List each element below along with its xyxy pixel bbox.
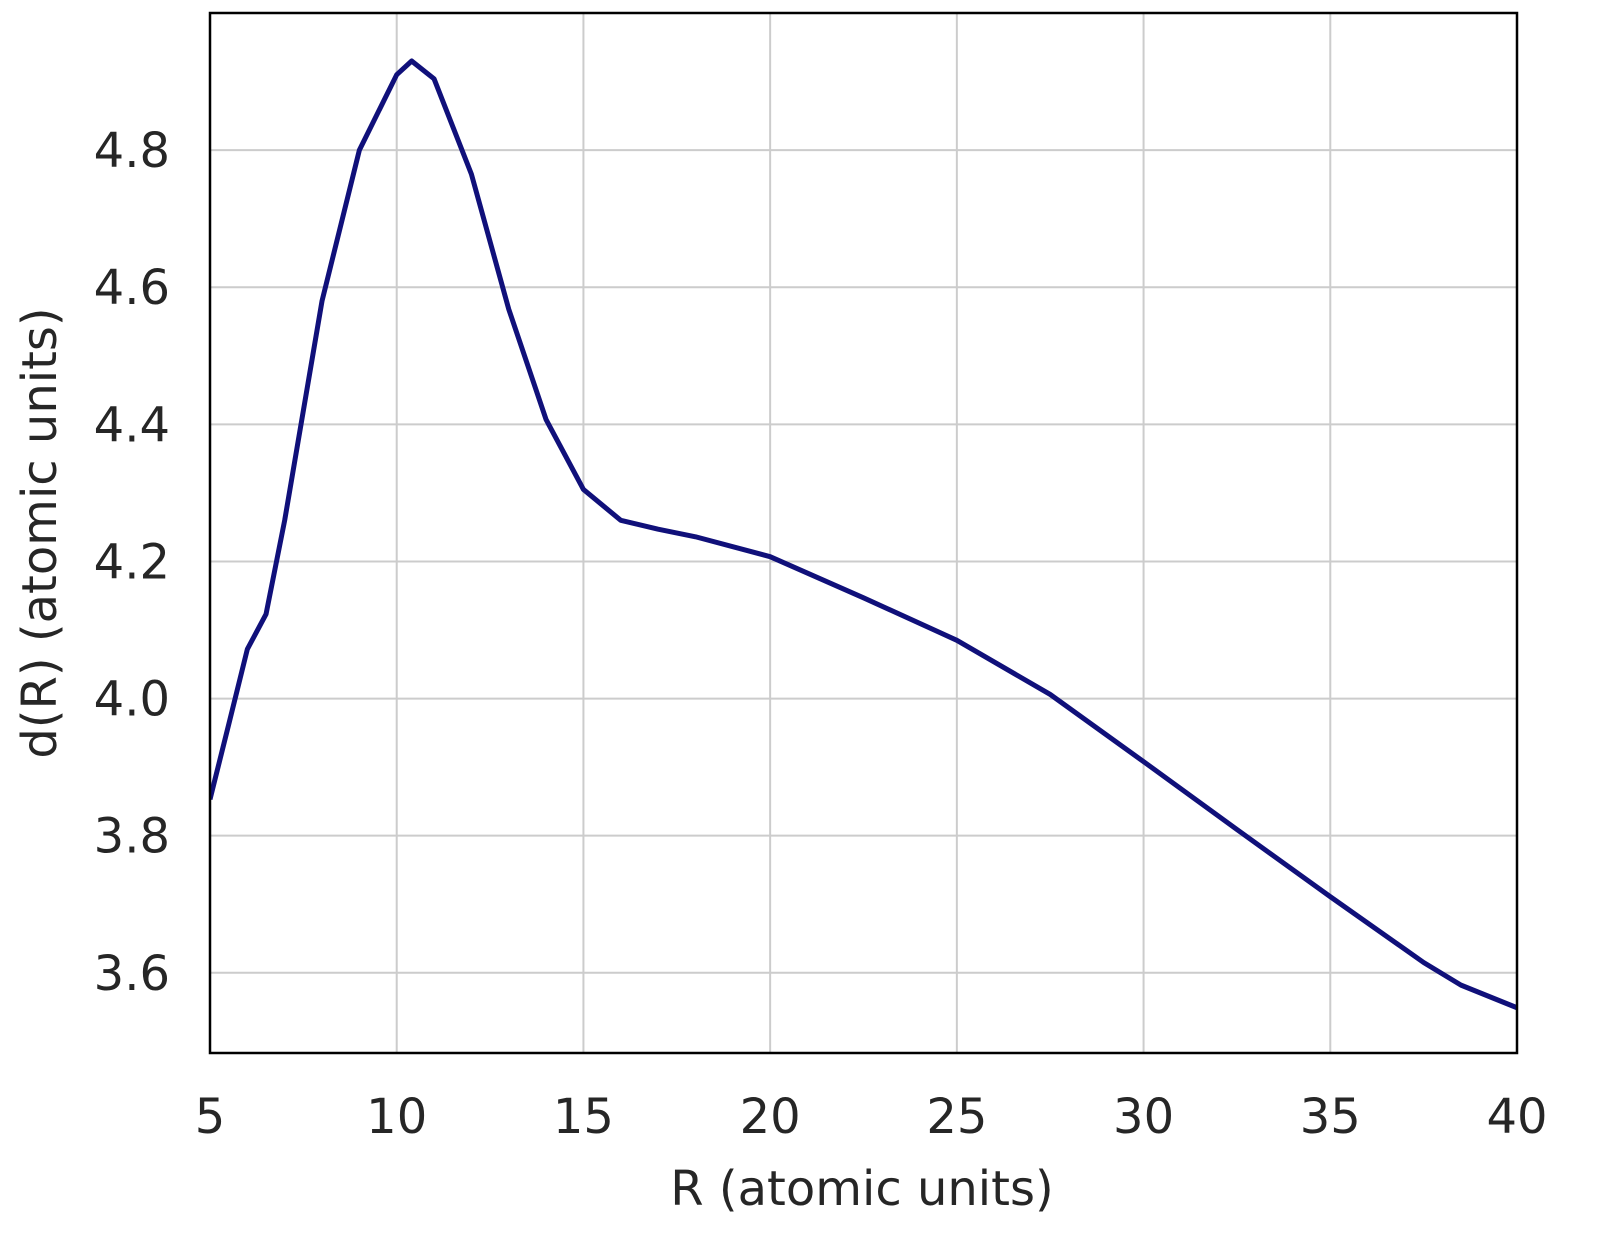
y-tick-label: 4.8 bbox=[94, 123, 170, 179]
x-tick-label: 20 bbox=[740, 1089, 801, 1145]
x-tick-label: 10 bbox=[366, 1089, 427, 1145]
x-tick-label: 15 bbox=[553, 1089, 614, 1145]
x-tick-label: 5 bbox=[195, 1089, 226, 1145]
y-tick-label: 4.6 bbox=[94, 260, 170, 316]
data-line bbox=[210, 58, 1517, 1011]
x-axis-label: R (atomic units) bbox=[670, 1161, 1053, 1217]
x-tick-label: 30 bbox=[1113, 1089, 1174, 1145]
y-tick-label: 4.4 bbox=[94, 397, 170, 453]
y-tick-label: 4.0 bbox=[94, 672, 170, 728]
x-tick-label: 35 bbox=[1300, 1089, 1361, 1145]
y-tick-label: 3.6 bbox=[94, 946, 170, 1002]
y-axis-label: d(R) (atomic units) bbox=[12, 307, 68, 758]
x-tick-label: 40 bbox=[1486, 1089, 1547, 1145]
y-tick-label: 4.2 bbox=[94, 534, 170, 590]
plot-frame bbox=[208, 11, 1519, 1055]
y-tick-label: 3.8 bbox=[94, 809, 170, 865]
x-tick-label: 25 bbox=[926, 1089, 987, 1145]
